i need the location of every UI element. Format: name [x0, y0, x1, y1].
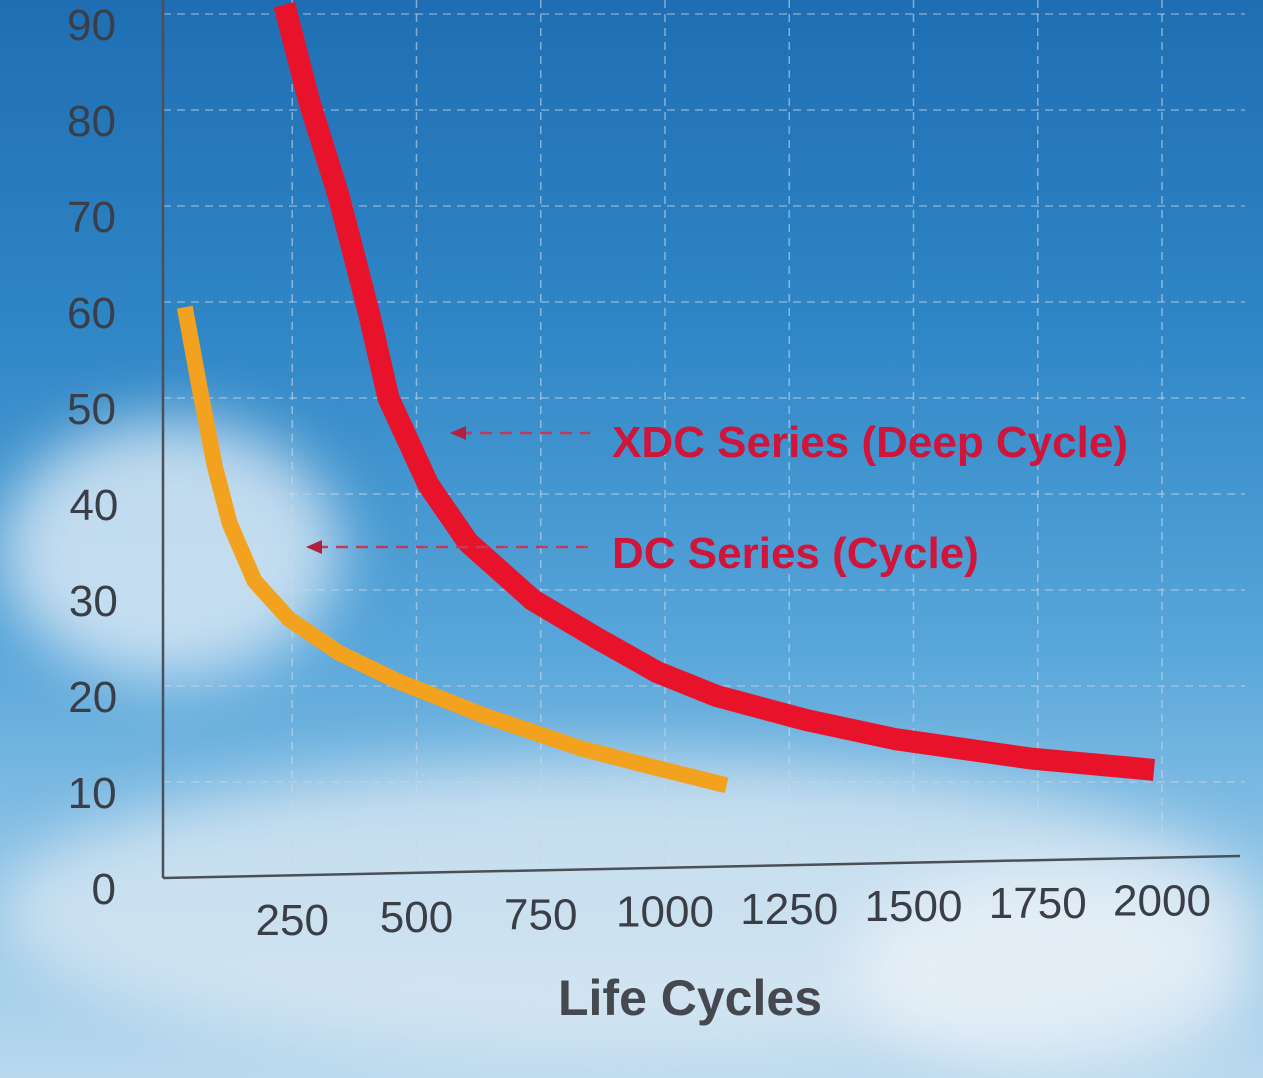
- arrow-head-icon: [306, 540, 322, 554]
- series-line-dc: [176, 305, 729, 794]
- y-tick-label: 10: [68, 769, 117, 818]
- y-tick-label: 70: [67, 193, 116, 242]
- y-tick-label: 90: [67, 1, 116, 50]
- y-tick-labels: 0 10 20 30 40 50 60 70 80 90: [67, 1, 118, 914]
- x-tick-label: 2000: [1113, 876, 1211, 925]
- y-tick-label: 80: [67, 97, 116, 146]
- x-axis-label: Life Cycles: [558, 970, 822, 1026]
- x-tick-label: 500: [380, 893, 453, 942]
- x-tick-label: 1500: [865, 882, 963, 931]
- x-tick-label: 1250: [740, 885, 838, 934]
- x-tick-labels: 250 500 750 1000 1250 1500 1750 2000: [256, 876, 1211, 945]
- annotation-label: DC Series (Cycle): [612, 529, 979, 578]
- y-tick-label: 60: [67, 289, 116, 338]
- x-tick-label: 750: [504, 890, 577, 939]
- x-tick-label: 1750: [989, 879, 1087, 928]
- cloud: [0, 420, 340, 680]
- y-tick-label: 50: [67, 385, 116, 434]
- x-tick-label: 1000: [616, 888, 714, 937]
- cloud: [850, 870, 1250, 1070]
- y-tick-label: 0: [92, 865, 116, 914]
- arrow-head-icon: [450, 426, 466, 440]
- annotation-label: XDC Series (Deep Cycle): [612, 418, 1128, 467]
- y-tick-label: 20: [68, 673, 117, 722]
- y-tick-label: 30: [69, 577, 118, 626]
- x-tick-label: 250: [256, 896, 329, 945]
- x-axis: [162, 854, 1241, 880]
- y-tick-label: 40: [69, 481, 118, 530]
- series-line-xdc: [273, 2, 1156, 781]
